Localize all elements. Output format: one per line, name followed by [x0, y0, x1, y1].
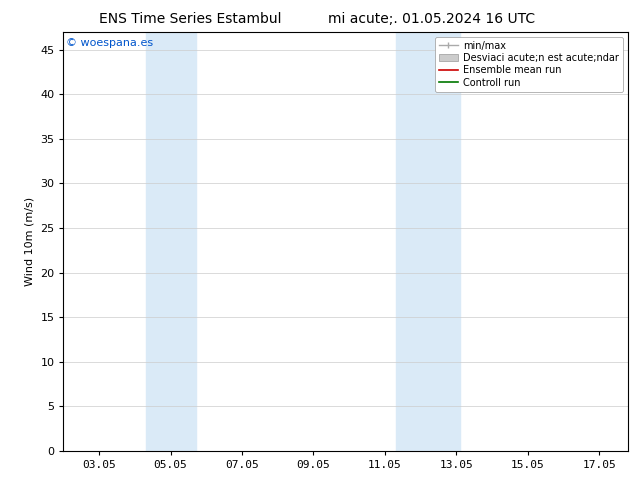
Y-axis label: Wind 10m (m/s): Wind 10m (m/s)	[25, 197, 35, 286]
Text: ENS Time Series Estambul: ENS Time Series Estambul	[99, 12, 281, 26]
Legend: min/max, Desviaci acute;n est acute;ndar, Ensemble mean run, Controll run: min/max, Desviaci acute;n est acute;ndar…	[435, 37, 623, 92]
Text: mi acute;. 01.05.2024 16 UTC: mi acute;. 01.05.2024 16 UTC	[328, 12, 534, 26]
Text: © woespana.es: © woespana.es	[66, 38, 153, 48]
Bar	[146, 32, 195, 451]
Bar	[396, 32, 460, 451]
